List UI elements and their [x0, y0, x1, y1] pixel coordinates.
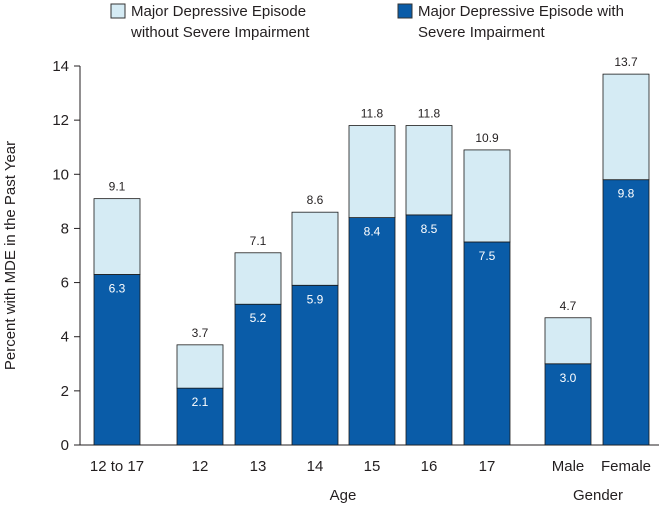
group-label-gender: Gender: [573, 487, 623, 504]
data-label-severe-female: 9.8: [618, 187, 635, 201]
group-label-age: Age: [330, 487, 357, 504]
data-label-severe-13: 5.2: [250, 311, 267, 325]
x-tick-label-12: 12: [192, 458, 209, 475]
data-label-severe-male: 3.0: [560, 371, 577, 385]
data-label-severe-17: 7.5: [479, 249, 496, 263]
data-label-total-17: 10.9: [475, 131, 499, 145]
bar-severe-12-to-17: [93, 274, 141, 446]
data-label-severe-14: 5.9: [307, 292, 324, 306]
y-axis-title: Percent with MDE in the Past Year: [2, 141, 19, 370]
legend-label-with-severe-line-1: Major Depressive Episode with: [418, 3, 624, 20]
data-label-total-13: 7.1: [250, 234, 267, 248]
legend-label-without-severe-line-1: Major Depressive Episode: [131, 3, 306, 20]
bar-severe-13: [234, 303, 282, 446]
data-label-total-14: 8.6: [307, 193, 324, 207]
bar-without-severe-15: [348, 125, 396, 218]
bar-without-severe-male: [544, 317, 592, 365]
legend-label-with-severe-line-2: Severe Impairment: [418, 24, 546, 41]
y-tick-label-4: 4: [61, 329, 69, 346]
bar-without-severe-female: [602, 73, 650, 181]
bar-severe-14: [291, 284, 339, 446]
data-label-total-15: 11.8: [361, 107, 384, 121]
data-label-severe-16: 8.5: [421, 222, 438, 236]
x-tick-label-13: 13: [250, 458, 267, 475]
x-tick-label-male: Male: [552, 458, 585, 475]
x-tick-label-15: 15: [364, 458, 381, 475]
data-label-severe-15: 8.4: [364, 225, 381, 239]
y-tick-label-14: 14: [52, 58, 69, 75]
x-tick-label-female: Female: [601, 458, 651, 475]
bar-without-severe-14: [291, 211, 339, 286]
y-tick-label-12: 12: [52, 112, 69, 129]
legend-label-without-severe-line-2: without Severe Impairment: [130, 24, 310, 41]
x-tick-label-17: 17: [479, 458, 496, 475]
data-label-total-16: 11.8: [418, 107, 441, 121]
data-label-total-female: 13.7: [614, 55, 638, 69]
data-label-severe-12: 2.1: [192, 395, 209, 409]
x-tick-label-12-to-17: 12 to 17: [90, 458, 144, 475]
y-tick-label-8: 8: [61, 220, 69, 237]
bar-severe-female: [602, 179, 650, 446]
y-tick-label-2: 2: [61, 383, 69, 400]
x-tick-label-16: 16: [421, 458, 438, 475]
data-label-total-12-to-17: 9.1: [109, 180, 126, 194]
y-tick-label-6: 6: [61, 275, 69, 292]
x-tick-label-14: 14: [307, 458, 324, 475]
legend-swatch-without-severe: [110, 3, 126, 19]
bar-without-severe-13: [234, 252, 282, 305]
y-tick-label-0: 0: [61, 437, 69, 454]
bar-severe-male: [544, 363, 592, 446]
data-label-severe-12-to-17: 6.3: [109, 281, 126, 295]
bar-without-severe-16: [405, 125, 453, 216]
data-label-total-12: 3.7: [192, 326, 209, 340]
data-label-total-male: 4.7: [560, 299, 577, 313]
legend-swatch-with-severe: [397, 3, 413, 19]
y-tick-label-10: 10: [52, 166, 69, 183]
bar-severe-16: [405, 214, 453, 446]
bar-without-severe-17: [463, 149, 511, 243]
bar-severe-15: [348, 217, 396, 446]
bar-without-severe-12: [176, 344, 224, 389]
bar-severe-17: [463, 241, 511, 446]
bar-without-severe-12-to-17: [93, 198, 141, 275]
